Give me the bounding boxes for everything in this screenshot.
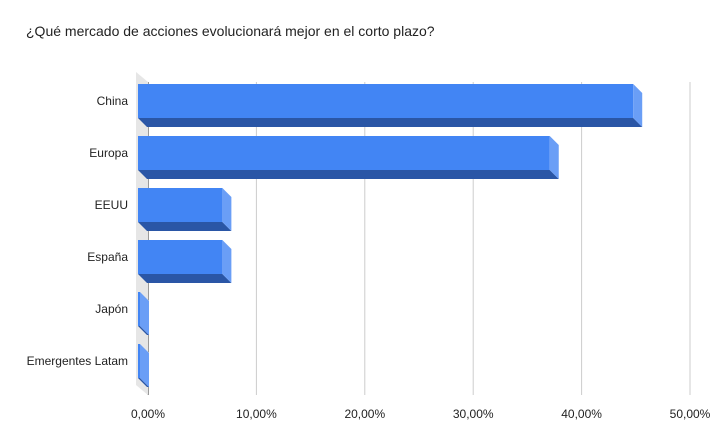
x-tick-label: 40,00% <box>561 407 602 421</box>
bar-side-face <box>633 84 643 127</box>
bar-side-face <box>222 240 232 283</box>
x-tick-label: 20,00% <box>344 407 385 421</box>
x-axis-ticks: 0,00% 10,00% 20,00% 30,00% 40,00% 50,00% <box>131 407 711 421</box>
x-tick-label: 50,00% <box>670 407 711 421</box>
category-label: China <box>97 94 129 108</box>
category-labels: China Europa EEUU España Japón Emergentes Lat… <box>27 94 129 368</box>
bar-side-face <box>140 292 149 335</box>
bar <box>138 84 643 127</box>
bar-front-face <box>138 136 550 170</box>
bar <box>138 188 232 231</box>
bar-front-face <box>138 240 223 274</box>
gridlines <box>147 82 691 395</box>
bar-bottom-face <box>138 118 643 127</box>
category-label: Europa <box>89 146 128 160</box>
bar-front-face <box>138 84 634 118</box>
bar-front-face <box>138 292 140 326</box>
bar-side-face <box>549 136 559 179</box>
bar-bottom-face <box>138 170 559 179</box>
bar-bottom-face <box>138 326 149 335</box>
bar <box>138 292 149 335</box>
x-tick-label: 10,00% <box>236 407 277 421</box>
category-label: Japón <box>95 302 128 316</box>
bar-front-face <box>138 344 140 378</box>
bar <box>138 136 559 179</box>
bar-front-face <box>138 188 223 222</box>
category-label: EEUU <box>95 198 128 212</box>
x-tick-label: 30,00% <box>453 407 494 421</box>
x-tick-label: 0,00% <box>131 407 165 421</box>
bar <box>138 240 232 283</box>
bar-bottom-face <box>138 222 232 231</box>
bar-side-face <box>140 344 149 387</box>
bar-bottom-face <box>138 378 149 387</box>
bar-side-face <box>222 188 232 231</box>
bar <box>138 344 149 387</box>
bar-bottom-face <box>138 274 232 283</box>
category-label: España <box>87 250 128 264</box>
chart-title: ¿Qué mercado de acciones evolucionará me… <box>26 23 435 39</box>
category-label: Emergentes Latam <box>27 354 128 368</box>
bars <box>138 84 643 387</box>
